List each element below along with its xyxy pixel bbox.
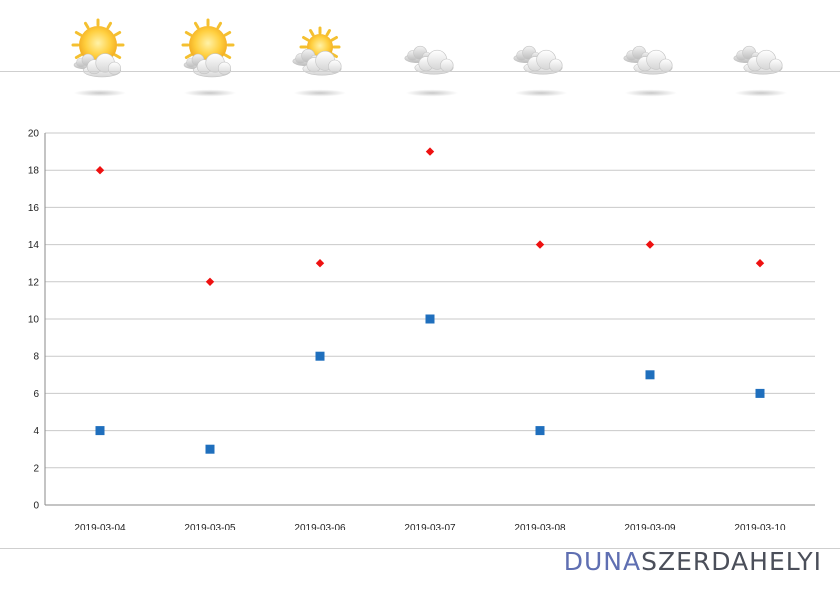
- y-tick-label: 0: [33, 501, 39, 512]
- series-square-markers: [95, 314, 765, 454]
- y-tick-label: 8: [33, 352, 39, 363]
- weather-forecast-strip: [71, 18, 787, 97]
- x-tick-label: 2019-03-09: [624, 523, 676, 530]
- site-logo: DUNA SZERDAHELYI: [564, 543, 822, 579]
- square-point: [535, 426, 545, 436]
- y-tick-label: 16: [28, 203, 40, 214]
- y-tick-label: 12: [28, 277, 40, 288]
- square-point: [425, 314, 435, 324]
- temperature-chart: 0 2 4 6 8 10 12 14 16 18 20 2019-03-04 2019-03-05 201…: [28, 129, 815, 530]
- square-point: [95, 426, 105, 436]
- sun-behind-cloud-small-icon: [292, 26, 346, 97]
- diamond-point: [425, 147, 435, 156]
- logo-text-duna: DUNA: [563, 546, 642, 576]
- diamond-point: [755, 259, 765, 268]
- diamond-point: [645, 240, 655, 249]
- square-point: [205, 444, 215, 454]
- square-point: [645, 370, 655, 380]
- y-tick-label: 6: [33, 389, 39, 400]
- logo-text-szerdahelyi: SZERDAHELYI: [641, 546, 822, 576]
- x-tick-label: 2019-03-05: [184, 523, 236, 530]
- y-tick-label: 10: [28, 315, 40, 326]
- x-tick-label: 2019-03-08: [514, 523, 566, 530]
- sun-behind-cloud-icon: [71, 18, 126, 97]
- top-divider: [0, 71, 840, 72]
- square-point: [315, 351, 325, 361]
- y-tick-label: 14: [28, 240, 40, 251]
- cloudy-icon: [623, 45, 677, 97]
- y-tick-label: 20: [28, 129, 40, 140]
- y-tick-label: 2: [33, 463, 39, 474]
- x-tick-label: 2019-03-07: [404, 523, 456, 530]
- y-tick-label: 18: [28, 166, 40, 177]
- diamond-point: [535, 240, 545, 249]
- y-tick-label: 4: [33, 426, 39, 437]
- x-tick-label: 2019-03-04: [74, 523, 126, 530]
- x-tick-label: 2019-03-06: [294, 523, 346, 530]
- sun-behind-cloud-icon: [181, 18, 236, 97]
- square-point: [755, 388, 765, 398]
- diamond-point: [205, 277, 215, 286]
- x-tick-label: 2019-03-10: [734, 523, 786, 530]
- series-diamond-markers: [95, 147, 765, 286]
- bottom-divider: [0, 548, 840, 549]
- gridlines: [45, 132, 815, 506]
- diamond-point: [95, 166, 105, 175]
- diamond-point: [315, 259, 325, 268]
